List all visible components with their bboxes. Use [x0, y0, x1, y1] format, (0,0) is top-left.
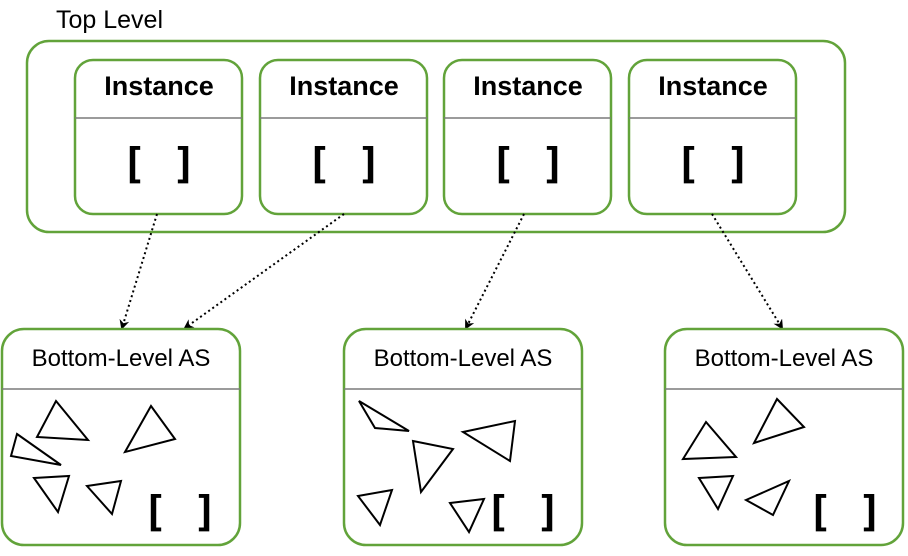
blas-content: [ ]: [142, 487, 218, 536]
blas-content: [ ]: [485, 487, 561, 536]
edge-instance-3-to-blas-2: [465, 213, 525, 330]
blas-content: [ ]: [807, 487, 883, 536]
blas-title: Bottom-Level AS: [695, 345, 874, 372]
triangle-icon: [751, 397, 806, 445]
triangle-icon: [9, 432, 62, 466]
instance-3: Instance [ ]: [442, 58, 613, 216]
triangle-icon: [460, 419, 517, 463]
instance-content: [ ]: [121, 139, 197, 188]
blas-box: [342, 327, 584, 547]
triangle-icon: [681, 420, 739, 461]
edges: [119, 213, 784, 330]
triangle-icon: [448, 497, 486, 535]
instance-content: [ ]: [306, 139, 382, 188]
blas-2: Bottom-Level AS [ ]: [342, 327, 584, 547]
blas-title: Bottom-Level AS: [32, 345, 211, 372]
triangle-icon: [32, 474, 71, 515]
triangle-icon: [358, 400, 410, 432]
triangle-group: [681, 397, 806, 517]
triangle-icon: [743, 479, 792, 517]
triangle-icon: [122, 404, 177, 454]
instance-2: Instance [ ]: [258, 58, 429, 216]
triangle-group: [9, 399, 177, 517]
top-level-title: Top Level: [56, 6, 163, 34]
blas-1: Bottom-Level AS [ ]: [0, 327, 242, 547]
instance-title: Instance: [104, 71, 214, 101]
instance-box: [442, 58, 613, 216]
instance-title: Instance: [289, 71, 399, 101]
blas-3: Bottom-Level AS [ ]: [663, 327, 905, 547]
instance-1: Instance [ ]: [73, 58, 244, 216]
instance-title: Instance: [473, 71, 583, 101]
triangle-icon: [411, 439, 455, 495]
instance-box: [73, 58, 244, 216]
triangle-icon: [35, 399, 91, 442]
triangle-icon: [697, 474, 735, 512]
instance-title: Instance: [658, 71, 768, 101]
edge-instance-4-to-blas-3: [711, 213, 784, 330]
instance-content: [ ]: [675, 139, 751, 188]
triangle-group: [356, 400, 517, 535]
instance-4: Instance [ ]: [627, 58, 798, 216]
triangle-icon: [85, 479, 123, 517]
triangle-icon: [356, 488, 394, 528]
blas-title: Bottom-Level AS: [374, 345, 553, 372]
instance-content: [ ]: [490, 139, 566, 188]
